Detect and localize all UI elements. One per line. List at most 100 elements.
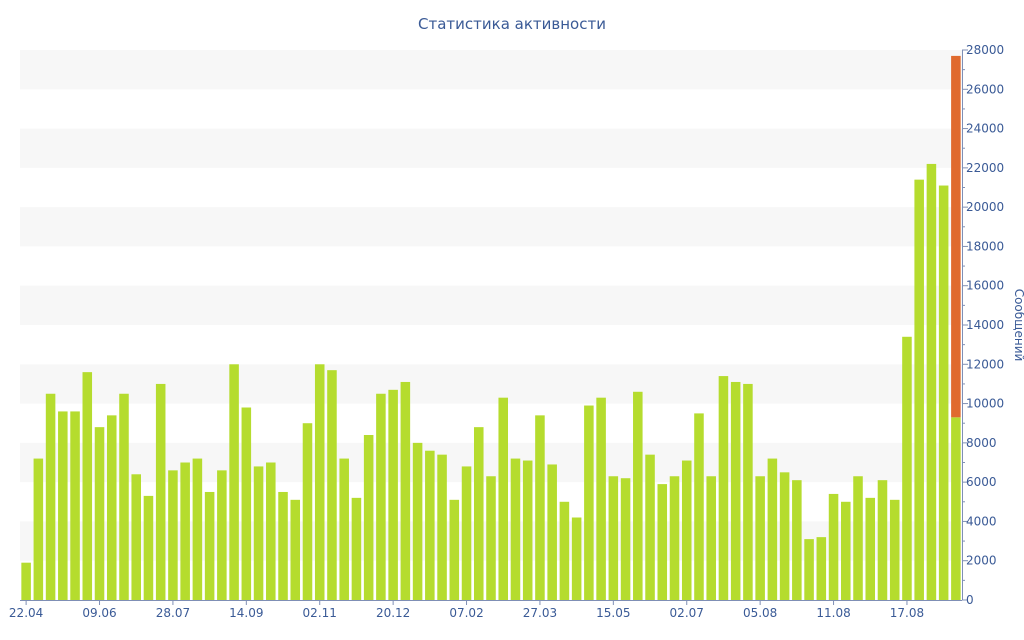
bar (155, 383, 166, 600)
y-tick-label: 14000 (966, 318, 1004, 332)
bar (951, 417, 961, 600)
bar (58, 411, 68, 600)
bar (327, 370, 337, 600)
y-tick-label: 10000 (966, 397, 1004, 411)
bar (718, 376, 729, 600)
bar (633, 391, 643, 600)
y-tick-label: 18000 (966, 239, 1004, 253)
x-axis: 22.04 09.06 28.07 14.09 02.11 20.12 07.02 27.03… (9, 600, 962, 620)
bar (253, 466, 264, 600)
y-axis-label: Сообщений (1012, 289, 1024, 362)
bar (535, 415, 545, 600)
bar (547, 464, 557, 600)
bar (510, 458, 521, 600)
grid-bands (20, 50, 962, 561)
bar (486, 476, 496, 600)
bar (180, 462, 190, 600)
y-tick-label: 26000 (966, 82, 1004, 96)
grid-band (20, 285, 962, 325)
x-tick-label: 27.03 (523, 606, 557, 620)
bar (755, 476, 765, 600)
x-tick-label: 07.02 (449, 606, 483, 620)
x-tick-label: 22.04 (9, 606, 43, 620)
bar (241, 407, 252, 600)
bar (938, 185, 949, 601)
bar (302, 423, 313, 600)
bar (828, 493, 839, 600)
bar (571, 517, 582, 600)
y-tick-label: 4000 (966, 514, 997, 528)
bar (290, 499, 301, 600)
bar (681, 460, 692, 600)
y-tick-label: 16000 (966, 279, 1004, 293)
y-tick-label: 8000 (966, 436, 997, 450)
bar (914, 179, 924, 600)
bar (376, 393, 386, 600)
bar (743, 383, 753, 600)
x-tick-label: 28.07 (156, 606, 190, 620)
y-tick-label: 22000 (966, 161, 1004, 175)
y-tick-label: 20000 (966, 200, 1004, 214)
y-axis: 0 2000 4000 6000 8000 10000 12000 14000 16000 180… (962, 43, 1004, 607)
bar (522, 460, 533, 600)
bar (412, 442, 423, 600)
bar (804, 539, 814, 600)
bar (217, 470, 227, 600)
bar-highlight (951, 55, 961, 418)
bar (45, 393, 56, 600)
bar (877, 480, 888, 600)
bar (143, 495, 154, 600)
x-tick-label: 11.08 (816, 606, 850, 620)
bar (400, 381, 411, 600)
y-tick-label: 6000 (966, 475, 997, 489)
bar (706, 476, 716, 600)
bar (596, 397, 606, 600)
bar (229, 364, 239, 600)
bar (363, 435, 374, 600)
x-tick-label: 15.05 (596, 606, 630, 620)
bar (33, 458, 44, 600)
y-tick-label: 24000 (966, 122, 1004, 136)
bar (131, 474, 141, 600)
x-tick-label: 17.08 (890, 606, 924, 620)
x-tick-label: 20.12 (376, 606, 410, 620)
x-tick-label: 09.06 (82, 606, 116, 620)
bar (889, 499, 900, 600)
bar (314, 364, 325, 600)
y-tick-label: 0 (966, 593, 974, 607)
bar (278, 491, 288, 600)
bar (21, 562, 31, 600)
bar (461, 466, 472, 600)
bar (694, 413, 704, 600)
bar (620, 478, 631, 600)
grid-band (20, 128, 962, 168)
grid-band (20, 364, 962, 404)
bar (192, 458, 203, 600)
bar (926, 163, 937, 600)
bar (816, 537, 827, 600)
bar (473, 427, 484, 600)
bar (865, 497, 876, 600)
bar (388, 389, 398, 600)
bar (730, 381, 741, 600)
bar (94, 427, 105, 600)
x-tick-label: 14.09 (229, 606, 263, 620)
bar (584, 405, 594, 600)
bar (119, 393, 129, 600)
bar (767, 458, 778, 600)
bar (645, 454, 655, 600)
bar (82, 372, 93, 600)
bar (70, 411, 80, 600)
x-tick-label: 05.08 (743, 606, 777, 620)
bar (841, 501, 851, 600)
bar (559, 501, 570, 600)
grid-band (20, 207, 962, 247)
bar (792, 480, 802, 600)
bar-series (21, 55, 961, 601)
grid-band (20, 50, 962, 90)
bar (669, 476, 680, 600)
bar (853, 476, 863, 600)
x-tick-label: 02.07 (670, 606, 704, 620)
